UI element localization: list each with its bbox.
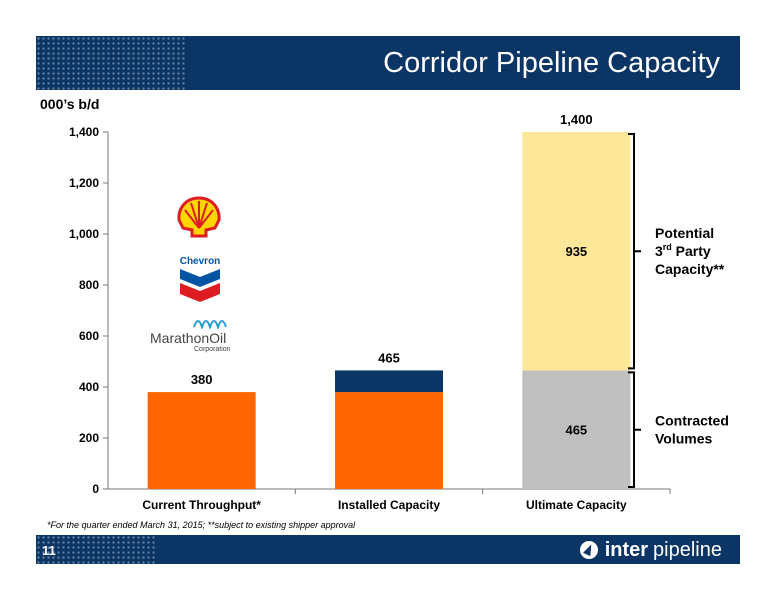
- shell-logo: [176, 196, 222, 243]
- chevron-logo-text: Chevron: [179, 256, 221, 267]
- x-category-label: Installed Capacity: [338, 498, 440, 512]
- page-number: 11: [42, 543, 56, 558]
- marathon-logo-text: MarathonOil: [150, 330, 227, 346]
- y-tick-label: 1,400: [69, 125, 99, 139]
- chevron-logo: Chevron: [174, 256, 226, 308]
- slide-title: Corridor Pipeline Capacity: [383, 47, 720, 79]
- unit-label: 000’s b/d: [40, 96, 100, 112]
- slide-footer: 11 inter pipeline: [36, 535, 740, 564]
- bar-total-label: 380: [191, 372, 213, 387]
- bar-segment: [147, 392, 256, 489]
- bar-total-label: 465: [378, 350, 400, 365]
- bar-segment: [522, 132, 631, 371]
- bracket-label: Contracted: [655, 413, 729, 429]
- y-tick-label: 600: [79, 329, 99, 343]
- chevron-mark-icon: [180, 269, 220, 302]
- bracket: [628, 371, 641, 488]
- y-tick-label: 0: [92, 482, 99, 496]
- bar-segment-label: 465: [565, 423, 587, 438]
- footer-dot-pattern: [36, 535, 156, 564]
- footnote: *For the quarter ended March 31, 2015; *…: [47, 520, 356, 530]
- marathon-wave-icon: [193, 320, 227, 329]
- bar-total-label: 1,400: [560, 112, 593, 127]
- y-tick-label: 800: [79, 278, 99, 292]
- bracket: [628, 133, 641, 370]
- bracket-label: Potential: [655, 225, 714, 241]
- inter-pipeline-logo: inter pipeline: [579, 538, 722, 562]
- x-category-label: Current Throughput*: [142, 498, 261, 512]
- marathon-oil-logo: MarathonOil Corporation: [150, 315, 250, 353]
- inter-pipeline-mark-icon: [579, 541, 598, 559]
- slide-header: Corridor Pipeline Capacity: [36, 36, 740, 90]
- header-dot-pattern: [36, 36, 186, 90]
- y-tick-label: 200: [79, 431, 99, 445]
- y-tick-label: 400: [79, 380, 99, 394]
- bracket-label: Capacity**: [655, 261, 725, 277]
- x-category-label: Ultimate Capacity: [526, 498, 627, 512]
- bar-segment: [335, 370, 443, 393]
- marathon-logo-subtext: Corporation: [194, 346, 231, 353]
- bracket-label: 3rd Party: [655, 242, 711, 259]
- brand-name-strong: inter: [604, 539, 649, 561]
- bar-segment: [335, 392, 443, 489]
- brand-name-rest: pipeline: [653, 539, 722, 561]
- y-tick-label: 1,200: [69, 176, 99, 190]
- bar-segment: [522, 370, 631, 489]
- bar-segment-label: 935: [565, 244, 587, 259]
- bracket-label: Volumes: [655, 431, 713, 447]
- y-tick-label: 1,000: [69, 227, 99, 241]
